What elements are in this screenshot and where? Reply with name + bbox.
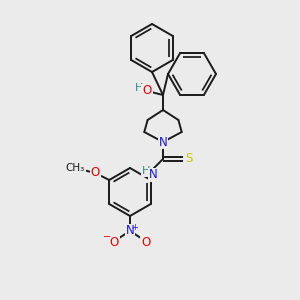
Text: H: H: [135, 83, 143, 93]
Text: N: N: [159, 136, 167, 148]
Text: O: O: [91, 167, 100, 179]
Text: S: S: [185, 152, 193, 166]
Text: CH₃: CH₃: [66, 163, 85, 173]
Text: O: O: [141, 236, 151, 248]
Text: O: O: [110, 236, 118, 248]
Text: O: O: [142, 85, 152, 98]
Text: N: N: [148, 169, 158, 182]
Text: N: N: [126, 224, 134, 238]
Text: H: H: [142, 166, 150, 176]
Text: −: −: [103, 232, 111, 242]
Text: +: +: [132, 223, 138, 232]
